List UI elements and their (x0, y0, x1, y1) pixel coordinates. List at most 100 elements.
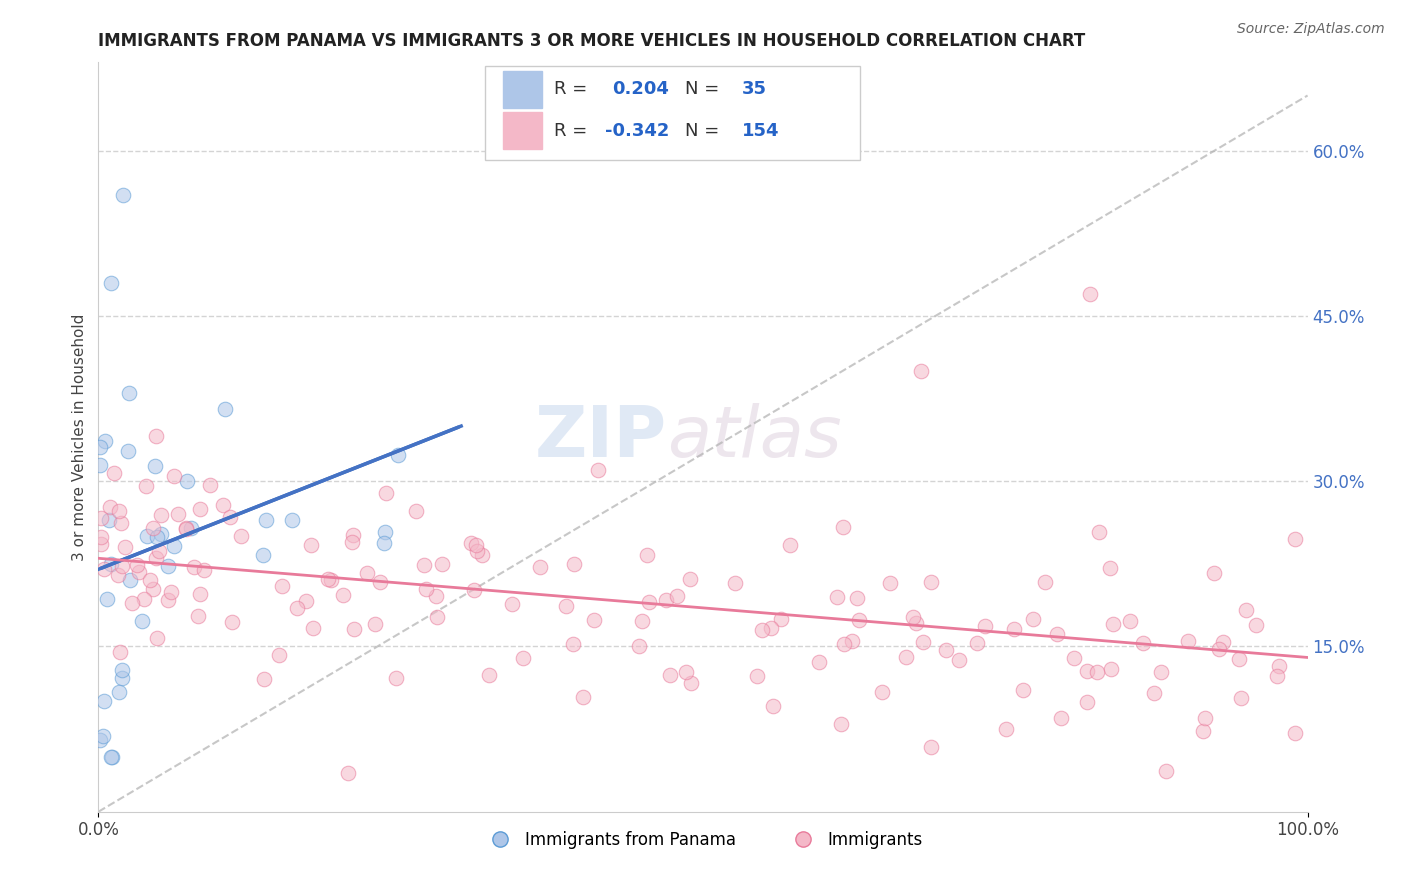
Point (779, 538, 801, 552)
Point (364, 617, 387, 632)
Point (1204, 566, 1226, 581)
Point (127, 558, 149, 573)
Point (110, 516, 132, 530)
Point (101, 749, 124, 764)
Point (148, 544, 170, 558)
Point (759, 621, 782, 635)
Text: 154: 154 (742, 121, 779, 140)
Point (562, 637, 585, 651)
Point (337, 766, 360, 780)
Point (166, 507, 188, 521)
Point (128, 565, 150, 579)
Point (879, 576, 901, 591)
Point (846, 591, 869, 605)
Point (724, 576, 747, 591)
Point (183, 559, 205, 574)
Y-axis label: 3 or more Vehicles in Household: 3 or more Vehicles in Household (72, 313, 87, 561)
Point (118, 573, 141, 587)
Point (1011, 682, 1033, 697)
Point (270, 579, 292, 593)
Point (751, 624, 773, 638)
Point (100, 749, 122, 764)
Point (187, 608, 209, 623)
Point (1088, 524, 1111, 539)
Point (302, 621, 325, 635)
Point (134, 591, 156, 606)
Point (281, 512, 304, 526)
Point (91, 729, 114, 743)
Point (910, 364, 932, 378)
Point (471, 548, 494, 562)
Point (679, 675, 702, 690)
Point (460, 536, 482, 550)
Point (1050, 711, 1073, 725)
Point (588, 463, 610, 477)
Point (145, 551, 167, 566)
Point (93, 434, 115, 448)
Point (412, 558, 434, 573)
Point (920, 575, 942, 590)
Point (994, 722, 1017, 736)
Point (405, 504, 427, 518)
Point (299, 538, 322, 552)
Point (911, 635, 934, 649)
Point (1085, 665, 1108, 680)
Point (90, 511, 112, 525)
Point (966, 636, 988, 650)
Point (655, 592, 678, 607)
Point (636, 548, 658, 562)
Point (562, 558, 585, 572)
Point (430, 558, 453, 572)
Text: ZIP: ZIP (534, 402, 666, 472)
Point (89, 440, 111, 454)
Point (90, 536, 112, 550)
Point (174, 521, 197, 535)
Point (830, 717, 852, 731)
Point (93, 561, 115, 575)
Point (221, 615, 243, 629)
Point (316, 572, 339, 586)
Point (675, 665, 697, 680)
Point (1076, 665, 1098, 679)
Point (93, 693, 115, 707)
Point (1033, 574, 1056, 589)
Point (1063, 650, 1085, 665)
Point (100, 276, 122, 290)
Point (319, 574, 342, 588)
Point (107, 568, 129, 582)
Point (1268, 658, 1291, 673)
Point (252, 549, 274, 563)
Point (512, 651, 534, 665)
Point (107, 504, 129, 518)
Point (1078, 286, 1101, 301)
Point (89, 732, 111, 747)
Point (98, 513, 121, 527)
Point (832, 520, 855, 534)
Point (825, 591, 848, 605)
Point (374, 524, 396, 539)
Point (385, 671, 408, 685)
Point (808, 656, 831, 670)
Point (1154, 764, 1177, 778)
Text: 35: 35 (742, 80, 766, 98)
Text: -0.342: -0.342 (605, 121, 669, 140)
Text: Source: ZipAtlas.com: Source: ZipAtlas.com (1237, 22, 1385, 37)
Point (555, 599, 578, 613)
Point (149, 508, 172, 522)
Point (108, 684, 131, 698)
Point (905, 616, 928, 631)
Point (426, 610, 449, 624)
Point (374, 486, 396, 500)
Point (136, 529, 159, 543)
Point (582, 613, 605, 627)
Point (89, 458, 111, 472)
Point (146, 631, 169, 645)
Point (143, 459, 166, 474)
Point (465, 543, 488, 558)
Point (1234, 602, 1257, 616)
FancyBboxPatch shape (503, 112, 543, 149)
Point (368, 574, 391, 589)
Point (200, 478, 222, 492)
Point (1192, 724, 1215, 739)
Point (935, 643, 957, 657)
